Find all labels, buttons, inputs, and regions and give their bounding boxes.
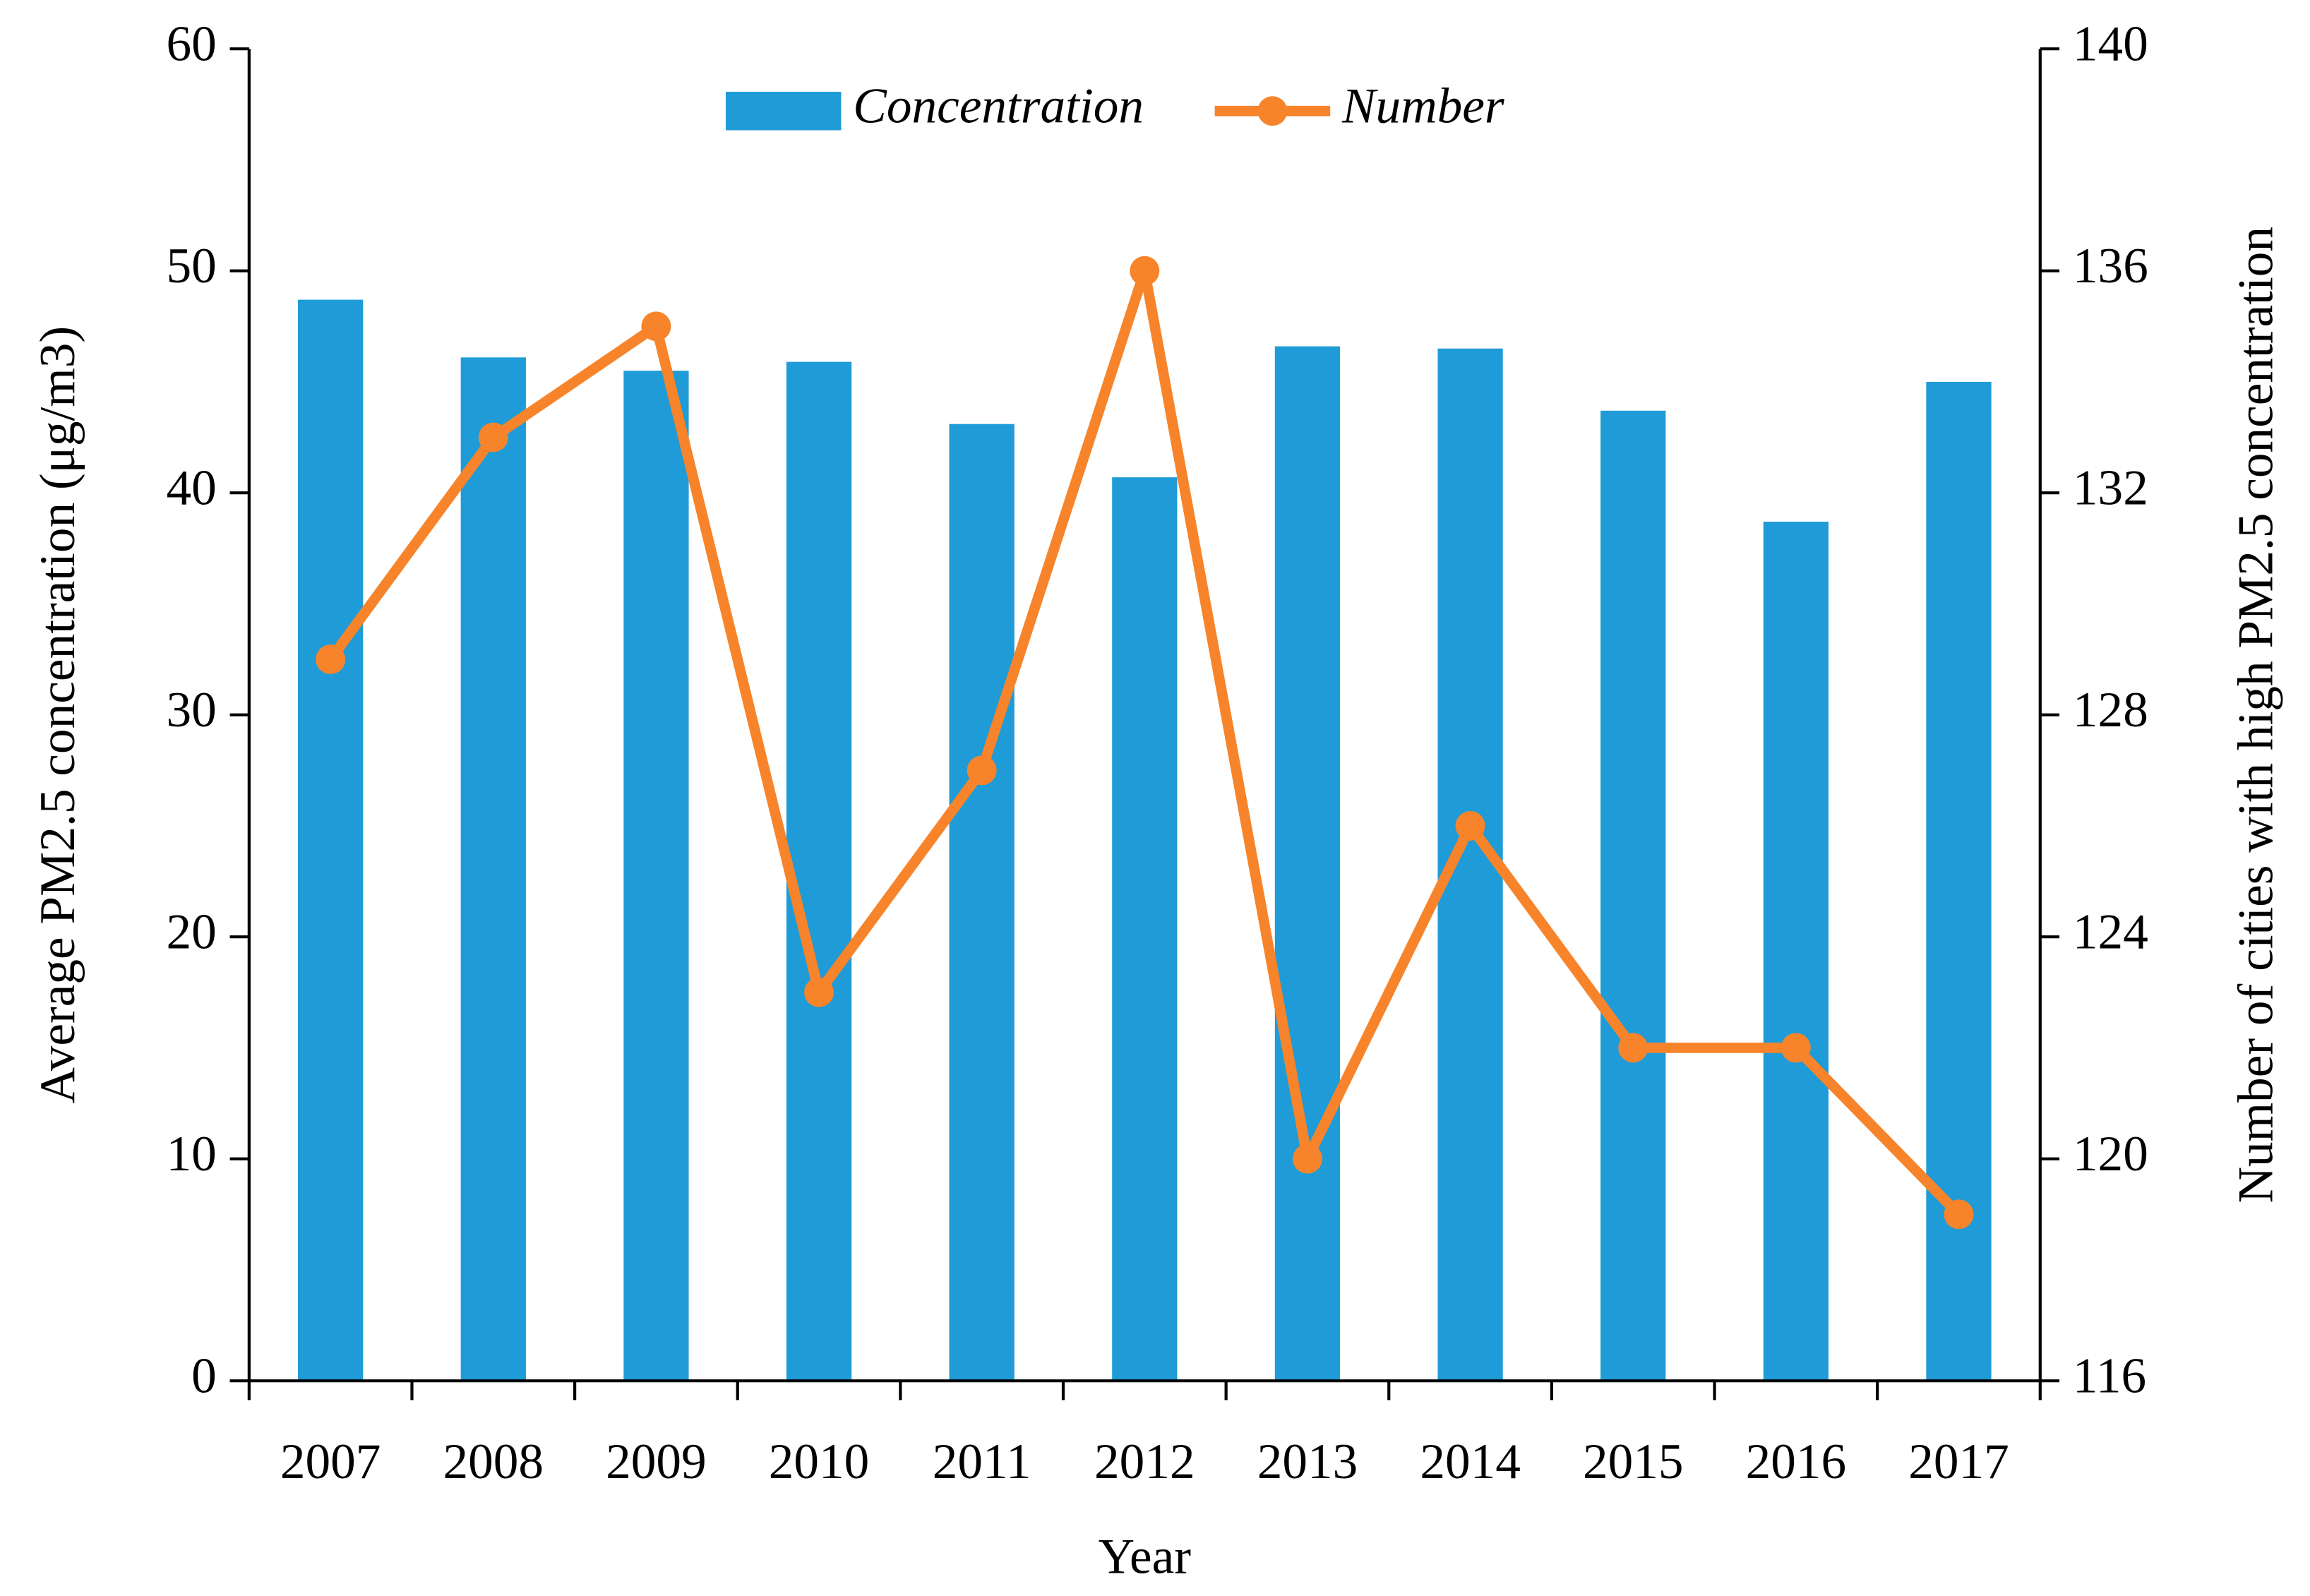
bar bbox=[1600, 410, 1666, 1381]
line-marker bbox=[1781, 1033, 1811, 1063]
legend-marker bbox=[1257, 96, 1288, 126]
bar bbox=[1763, 522, 1829, 1381]
y2-tick-label: 132 bbox=[2073, 460, 2148, 516]
line-marker bbox=[1292, 1144, 1322, 1174]
y2-tick-label: 120 bbox=[2073, 1126, 2148, 1182]
x-tick-label: 2007 bbox=[280, 1434, 381, 1489]
y-tick-label: 50 bbox=[166, 238, 216, 294]
legend-label: Number bbox=[1341, 78, 1504, 134]
y-tick-label: 40 bbox=[166, 460, 216, 516]
x-axis-label: Year bbox=[1099, 1528, 1192, 1584]
line-marker bbox=[478, 422, 508, 452]
line-marker bbox=[316, 644, 346, 675]
bar bbox=[1274, 346, 1341, 1381]
line-marker bbox=[967, 755, 997, 786]
y-axis-label: Average PM2.5 concentration (μg/m3) bbox=[30, 326, 85, 1104]
y-tick-label: 0 bbox=[191, 1348, 217, 1404]
line-marker bbox=[1618, 1033, 1648, 1063]
bar bbox=[949, 424, 1015, 1381]
bar bbox=[623, 371, 689, 1381]
x-tick-label: 2011 bbox=[933, 1434, 1031, 1489]
x-tick-label: 2013 bbox=[1257, 1434, 1358, 1489]
x-tick-label: 2016 bbox=[1746, 1434, 1847, 1489]
x-tick-label: 2015 bbox=[1583, 1434, 1684, 1489]
line-marker bbox=[1455, 810, 1485, 841]
x-tick-label: 2014 bbox=[1420, 1434, 1521, 1489]
y-tick-label: 30 bbox=[166, 682, 216, 738]
y2-tick-label: 140 bbox=[2073, 16, 2148, 72]
x-tick-label: 2012 bbox=[1094, 1434, 1195, 1489]
y-tick-label: 20 bbox=[166, 904, 216, 960]
bar bbox=[460, 357, 526, 1381]
y2-axis-label: Number of cities with high PM2.5 concent… bbox=[2228, 227, 2284, 1204]
legend-label: Concentration bbox=[853, 78, 1144, 134]
bar bbox=[1112, 477, 1178, 1381]
bar bbox=[298, 299, 364, 1381]
y2-tick-label: 116 bbox=[2073, 1348, 2146, 1404]
y-tick-label: 10 bbox=[166, 1126, 216, 1182]
y2-tick-label: 136 bbox=[2073, 238, 2148, 294]
x-tick-label: 2008 bbox=[443, 1434, 544, 1489]
y2-tick-label: 128 bbox=[2073, 682, 2148, 738]
legend-swatch bbox=[725, 91, 842, 131]
x-tick-label: 2009 bbox=[606, 1434, 707, 1489]
bar bbox=[786, 361, 852, 1381]
line-marker bbox=[1130, 256, 1160, 286]
x-tick-label: 2010 bbox=[769, 1434, 870, 1489]
line-marker bbox=[1944, 1199, 1974, 1230]
y2-tick-label: 124 bbox=[2073, 904, 2148, 960]
bar bbox=[1926, 381, 1992, 1381]
line-marker bbox=[641, 311, 671, 342]
line-marker bbox=[804, 977, 834, 1007]
x-tick-label: 2017 bbox=[1908, 1434, 2009, 1489]
y-tick-label: 60 bbox=[166, 16, 216, 72]
